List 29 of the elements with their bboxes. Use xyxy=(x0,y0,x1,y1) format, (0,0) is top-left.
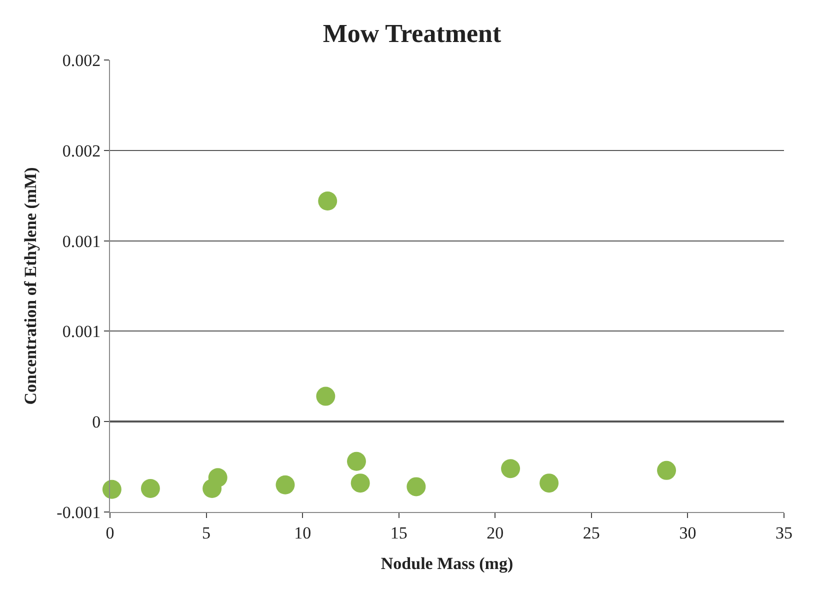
point xyxy=(276,475,295,494)
point xyxy=(350,474,370,493)
point xyxy=(316,386,336,406)
x-tick-label: 15 xyxy=(390,523,408,542)
y-tick-label: 0.001 xyxy=(62,232,101,251)
point xyxy=(406,477,426,496)
x-tick-label: 10 xyxy=(294,523,312,542)
chart-title: Mow Treatment xyxy=(322,18,502,48)
point xyxy=(540,474,559,493)
y-tick-label: 0 xyxy=(92,412,101,432)
point xyxy=(347,452,366,471)
y-tick-label: -0.001 xyxy=(56,502,101,522)
y-tick-label: 0.002 xyxy=(62,50,101,70)
x-tick-label: 20 xyxy=(486,523,504,542)
x-tick-label: 30 xyxy=(679,523,696,542)
y-tick-label: 0.001 xyxy=(62,322,101,342)
point xyxy=(318,192,338,211)
point xyxy=(501,459,520,478)
y-tick-label: 0.002 xyxy=(62,141,101,160)
x-tick-label: 35 xyxy=(776,523,792,542)
point xyxy=(102,480,122,499)
x-axis-title: Nodule Mass (mg) xyxy=(380,554,514,573)
x-tick-label: 0 xyxy=(106,523,114,542)
y-axis-title: Concentration of Ethylene (mM) xyxy=(21,167,40,405)
point xyxy=(140,479,160,498)
x-tick-label: 5 xyxy=(202,523,211,542)
x-tick-label: 25 xyxy=(582,523,600,542)
point xyxy=(208,468,228,488)
point xyxy=(657,460,676,480)
